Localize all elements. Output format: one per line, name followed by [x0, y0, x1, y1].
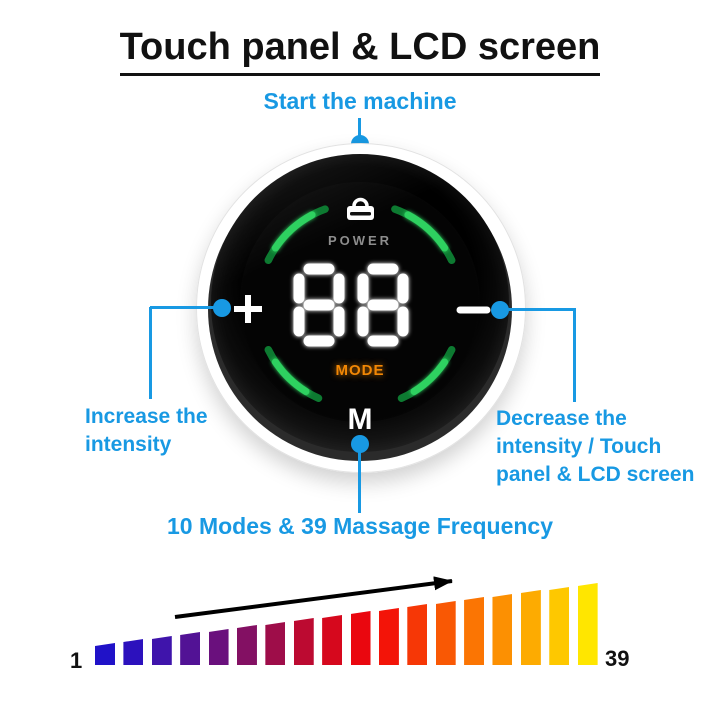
callout-decrease-line2: intensity / Touch — [496, 435, 662, 458]
frequency-bar — [293, 618, 314, 665]
callout-decrease-line1: Decrease the — [496, 407, 627, 430]
frequency-bar — [464, 597, 485, 665]
frequency-bar — [378, 608, 399, 665]
frequency-bar — [350, 611, 371, 665]
callout-decrease-line3: panel & LCD screen — [496, 463, 695, 486]
callout-line-left-h — [150, 306, 222, 309]
frequency-bar — [265, 622, 286, 665]
frequency-bar — [435, 601, 456, 665]
callout-increase-label: Increase the intensity — [85, 403, 208, 459]
callout-increase-line1: Increase the — [85, 405, 208, 428]
frequency-bar — [151, 636, 172, 665]
callout-dot-right — [491, 301, 509, 319]
callout-line-left-v — [149, 307, 152, 399]
page-title: Touch panel & LCD screen — [119, 26, 601, 76]
power-label: POWER — [327, 233, 393, 248]
frequency-bar — [95, 643, 115, 665]
callout-increase-line2: intensity — [85, 433, 172, 456]
callout-modes-label: 10 Modes & 39 Massage Frequency — [166, 513, 554, 539]
callout-line-top — [358, 118, 361, 144]
frequency-bar — [208, 629, 229, 665]
callout-line-bottom — [358, 452, 361, 513]
frequency-bar — [492, 594, 513, 665]
scale-min-label: 1 — [70, 648, 83, 673]
frequency-gradient-bars — [95, 583, 598, 665]
frequency-bar — [549, 587, 570, 665]
frequency-bar — [520, 590, 541, 665]
callout-line-right-h — [500, 308, 576, 311]
callout-start-label: Start the machine — [263, 88, 457, 114]
frequency-bar — [236, 625, 257, 665]
callout-dot-left — [213, 299, 231, 317]
m-button-label: M — [347, 403, 373, 436]
callout-decrease-label: Decrease the intensity / Touch panel & L… — [496, 405, 694, 489]
frequency-bar — [322, 615, 343, 665]
frequency-bar — [577, 583, 598, 665]
scale-max-label: 39 — [605, 646, 630, 671]
mode-label: MODE — [335, 362, 385, 379]
callout-line-right-v — [573, 309, 576, 402]
frequency-bar — [180, 632, 201, 665]
callout-dot-bottom — [351, 435, 369, 453]
frequency-bar — [407, 604, 428, 665]
title-wrap: Touch panel & LCD screen — [0, 26, 720, 76]
frequency-bar — [123, 639, 144, 665]
